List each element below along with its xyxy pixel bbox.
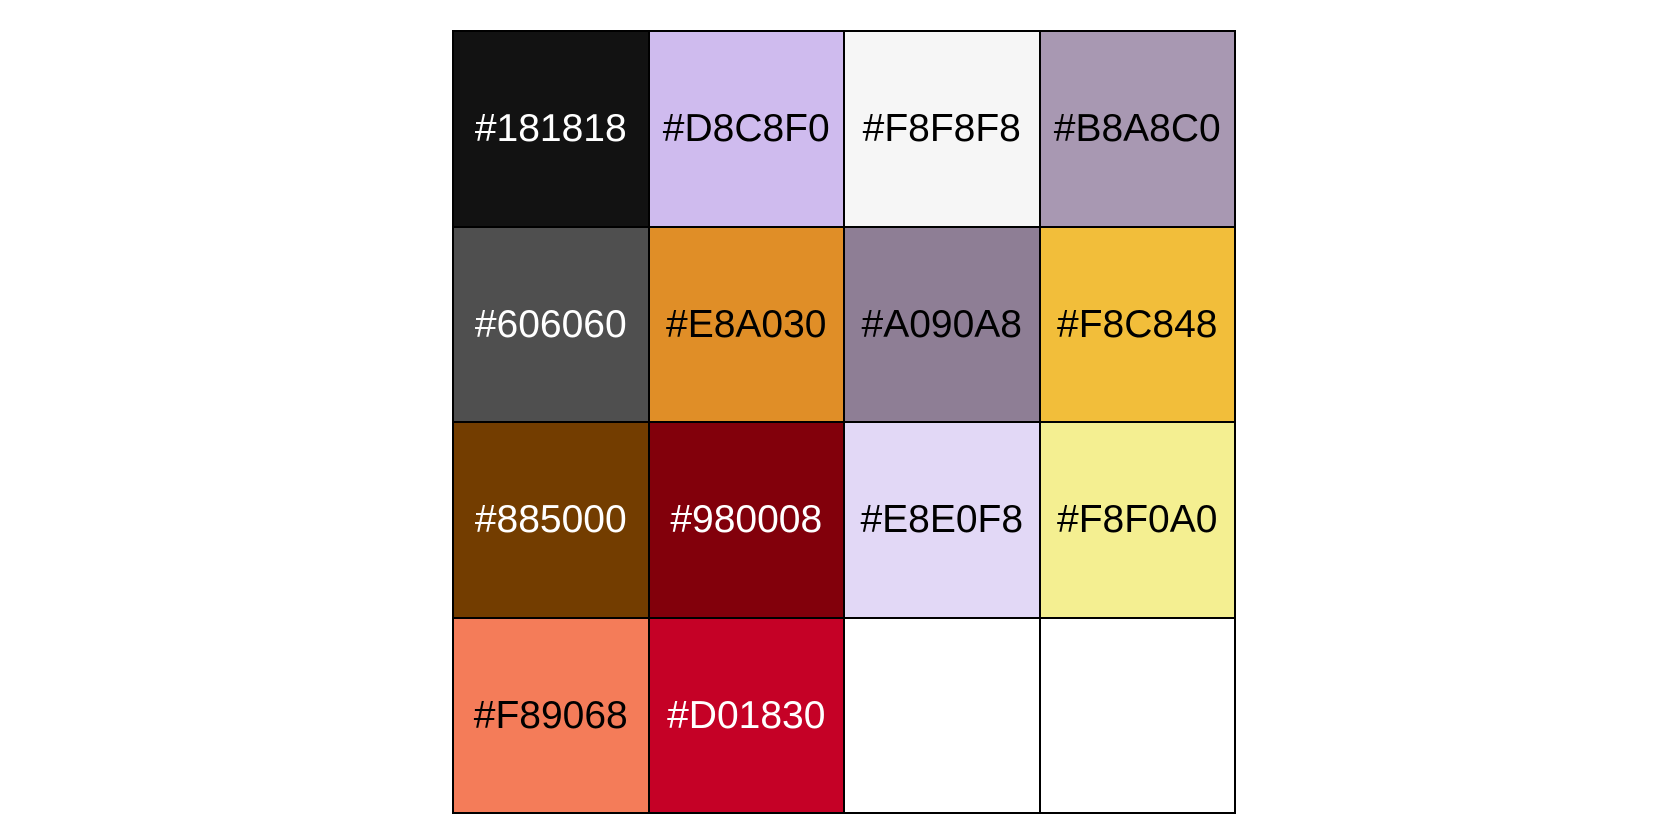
empty-swatch — [845, 618, 1041, 814]
swatch-label: #F8F0A0 — [1057, 498, 1218, 542]
swatch: #F89068 — [454, 618, 650, 814]
swatch-label: #D8C8F0 — [662, 107, 830, 151]
swatch-label: #A090A8 — [861, 302, 1022, 346]
swatch: #F8C848 — [1040, 227, 1236, 423]
swatch-label: #F89068 — [473, 693, 628, 737]
swatch: #980008 — [649, 423, 845, 619]
swatch-label: #885000 — [474, 498, 627, 542]
swatch-label: #E8A030 — [666, 302, 827, 346]
swatch: #D8C8F0 — [649, 32, 845, 228]
swatch-label: #181818 — [474, 107, 627, 151]
swatch: #A090A8 — [845, 227, 1041, 423]
swatch: #F8F8F8 — [845, 32, 1041, 228]
swatch: #E8A030 — [649, 227, 845, 423]
swatch-label: #980008 — [670, 498, 823, 542]
swatch-label: #B8A8C0 — [1053, 107, 1221, 151]
color-palette-grid: #181818 #D8C8F0 #F8F8F8 #B8A8C0 #606060 … — [452, 30, 1236, 814]
swatch: #D01830 — [649, 618, 845, 814]
swatch: #181818 — [454, 32, 650, 228]
swatch: #606060 — [454, 227, 650, 423]
swatch: #E8E0F8 — [845, 423, 1041, 619]
empty-swatch — [1040, 618, 1236, 814]
swatch-label: #606060 — [474, 302, 627, 346]
swatch-label: #E8E0F8 — [860, 498, 1024, 542]
swatch: #885000 — [454, 423, 650, 619]
swatch-label: #F8F8F8 — [862, 107, 1021, 151]
swatch-label: #F8C848 — [1057, 302, 1218, 346]
swatch: #B8A8C0 — [1040, 32, 1236, 228]
swatch: #F8F0A0 — [1040, 423, 1236, 619]
swatch-label: #D01830 — [667, 693, 826, 737]
